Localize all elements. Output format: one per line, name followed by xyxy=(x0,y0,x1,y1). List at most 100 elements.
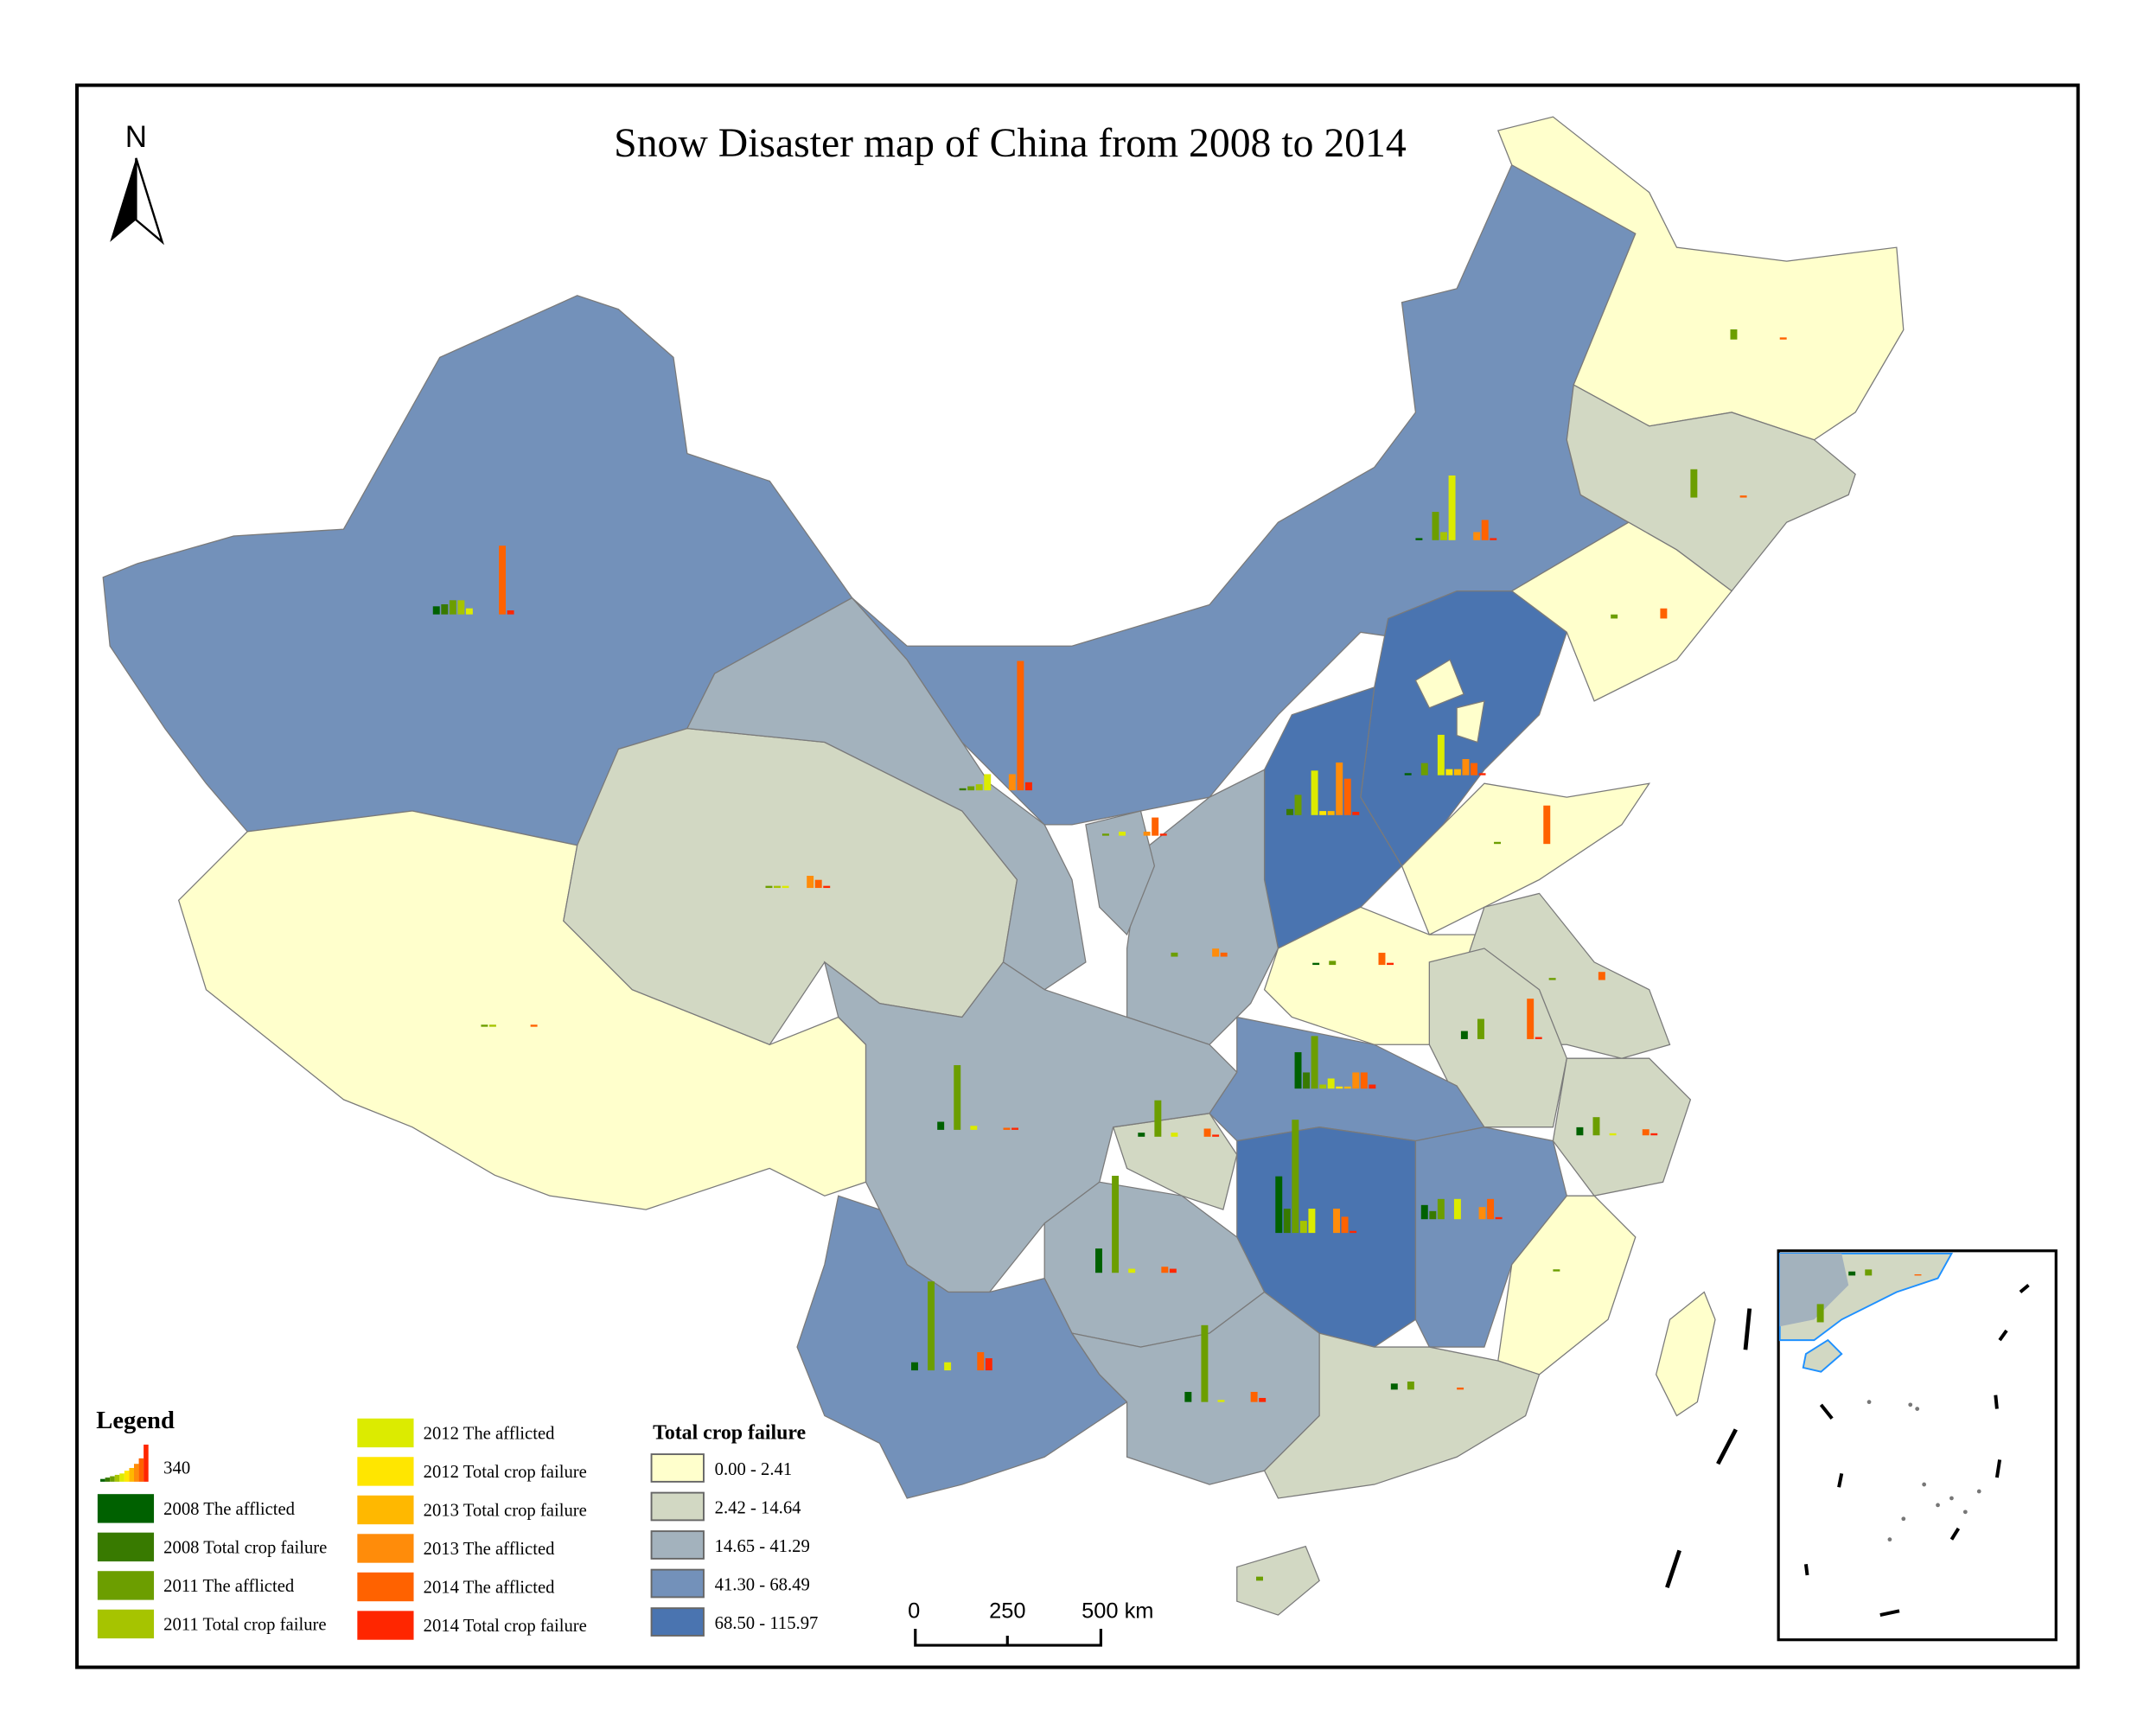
bar-2011-the-afflicted xyxy=(1171,952,1178,957)
legend-swatch xyxy=(357,1611,414,1640)
bar-2012-the-afflicted xyxy=(984,774,992,791)
province-region xyxy=(1655,1291,1716,1417)
bar-chart-layer xyxy=(432,329,1787,1581)
legend-swatch xyxy=(357,1418,414,1448)
bar-2014-the-afflicted xyxy=(1220,952,1228,957)
province-region xyxy=(1456,699,1485,744)
bar-2011-the-afflicted xyxy=(1112,1175,1120,1273)
legend-series-label: 2011 Total crop failure xyxy=(163,1616,326,1635)
bar-2011-the-afflicted xyxy=(1477,1018,1484,1039)
bar-2011-the-afflicted xyxy=(967,786,975,791)
bar-2014-the-afflicted xyxy=(1779,337,1787,340)
bar-2014-the-afflicted xyxy=(1161,1267,1169,1273)
bar-2011-the-afflicted xyxy=(449,600,456,615)
bar-2013-the-afflicted xyxy=(1143,831,1151,836)
bar-2008-the-afflicted xyxy=(1294,1052,1302,1089)
legend-symbol-bar xyxy=(124,1471,130,1482)
legend-symbol-bar xyxy=(100,1478,105,1482)
bar-2014-total-crop-failure xyxy=(1495,1216,1503,1220)
bar-2011-the-afflicted xyxy=(1432,512,1439,540)
bar-2012-the-afflicted xyxy=(465,608,473,615)
bar-2013-the-afflicted xyxy=(1336,763,1343,815)
bar-2014-total-crop-failure xyxy=(1350,1230,1357,1234)
bar-2008-total-crop-failure xyxy=(441,603,449,615)
legend-series-label: 2014 The afflicted xyxy=(424,1579,555,1598)
bar-2014-the-afflicted xyxy=(1341,1216,1349,1234)
province-region xyxy=(1263,1332,1541,1499)
bar-2011-the-afflicted xyxy=(1730,329,1738,340)
legend-swatch xyxy=(357,1457,414,1486)
class-label: 41.30 - 68.49 xyxy=(715,1575,810,1594)
bar-2011-total-crop-failure xyxy=(774,885,781,889)
bar-2008-total-crop-failure xyxy=(1429,1210,1437,1220)
bar-2012-the-afflicted xyxy=(1217,1400,1225,1402)
bar-2014-the-afflicted xyxy=(1527,999,1535,1039)
legend-symbol-bar xyxy=(110,1476,115,1482)
bar-2011-total-crop-failure xyxy=(975,784,983,791)
bar-2012-the-afflicted xyxy=(782,885,789,889)
bar-2012-the-afflicted xyxy=(1327,1078,1335,1089)
bar-2012-the-afflicted xyxy=(1171,1133,1178,1137)
province-region xyxy=(1566,384,1856,592)
bar-2012-the-afflicted xyxy=(1609,1133,1617,1136)
legend-series-label: 2012 Total crop failure xyxy=(424,1463,587,1482)
bar-2012-total-crop-failure xyxy=(1336,1086,1343,1089)
bar-2011-the-afflicted xyxy=(954,1065,961,1130)
bar-2008-the-afflicted xyxy=(1415,538,1423,540)
legend-series-label: 2013 Total crop failure xyxy=(424,1502,587,1521)
bar-2011-the-afflicted xyxy=(1201,1324,1209,1402)
legend-symbol-bar xyxy=(114,1474,120,1482)
legend-series-label: 2013 The afflicted xyxy=(424,1540,555,1559)
legend-swatch xyxy=(97,1532,155,1562)
bar-2008-total-crop-failure xyxy=(1283,1209,1291,1234)
legend-symbol-bar xyxy=(134,1464,139,1482)
bar-2008-total-crop-failure xyxy=(1303,1072,1311,1089)
bar-2013-total-crop-failure xyxy=(1343,1086,1351,1089)
class-swatch xyxy=(650,1453,705,1483)
legend-swatch xyxy=(97,1494,155,1523)
legend: Legend 340 2008 The afflicted 2008 Total … xyxy=(96,1407,818,1640)
bar-2011-the-afflicted xyxy=(1553,1269,1560,1272)
class-swatch xyxy=(650,1491,705,1522)
bar-2014-total-crop-failure xyxy=(1650,1133,1658,1136)
bar-2011-the-afflicted xyxy=(928,1281,935,1371)
bar-2013-the-afflicted xyxy=(1352,1072,1360,1089)
bar-2008-the-afflicted xyxy=(1095,1248,1102,1273)
inset-bar xyxy=(1865,1269,1873,1276)
bar-2014-the-afflicted xyxy=(1660,608,1668,619)
legend-symbol-bar xyxy=(119,1473,124,1482)
bar-2014-the-afflicted xyxy=(1203,1128,1211,1137)
bar-2012-the-afflicted xyxy=(1128,1268,1136,1273)
bar-2008-the-afflicted xyxy=(1420,1204,1428,1220)
bar-symbol-icon xyxy=(100,1444,149,1482)
bar-2011-the-afflicted xyxy=(1101,833,1109,836)
bar-2014-the-afflicted xyxy=(1471,763,1477,775)
class-label: 0.00 - 2.41 xyxy=(715,1460,793,1479)
legend-swatch xyxy=(357,1534,414,1563)
bar-2014-the-afflicted xyxy=(977,1352,985,1371)
choropleth-title: Total crop failure xyxy=(653,1422,806,1445)
bar-2014-total-crop-failure xyxy=(985,1358,992,1371)
bar-2014-total-crop-failure xyxy=(1535,1037,1542,1039)
bar-2008-the-afflicted xyxy=(937,1121,945,1130)
province-region xyxy=(1414,659,1464,709)
legend-swatch xyxy=(357,1572,414,1602)
bar-2014-total-crop-failure xyxy=(1011,1127,1018,1130)
province-layer xyxy=(102,116,1905,1616)
scale-tick-500: 500 km xyxy=(1082,1599,1153,1623)
bar-2014-the-afflicted xyxy=(499,546,507,615)
class-swatch xyxy=(650,1530,705,1560)
bar-2011-the-afflicted xyxy=(1437,1198,1445,1220)
bar-2008-the-afflicted xyxy=(1312,962,1320,966)
scale-bar: 0 250 500 km xyxy=(908,1599,1154,1647)
bar-2008-the-afflicted xyxy=(911,1362,918,1371)
bar-2011-total-crop-failure xyxy=(488,1024,496,1027)
legend-swatch xyxy=(97,1609,155,1639)
legend-series-label: 2011 The afflicted xyxy=(163,1577,295,1596)
bar-2012-total-crop-failure xyxy=(1445,769,1453,775)
bar-2011-the-afflicted xyxy=(765,885,773,889)
bar-2011-the-afflicted xyxy=(1256,1576,1263,1581)
bar-2011-the-afflicted xyxy=(1611,614,1618,619)
inset-bar xyxy=(1848,1271,1856,1276)
bar-2008-the-afflicted xyxy=(432,606,440,615)
